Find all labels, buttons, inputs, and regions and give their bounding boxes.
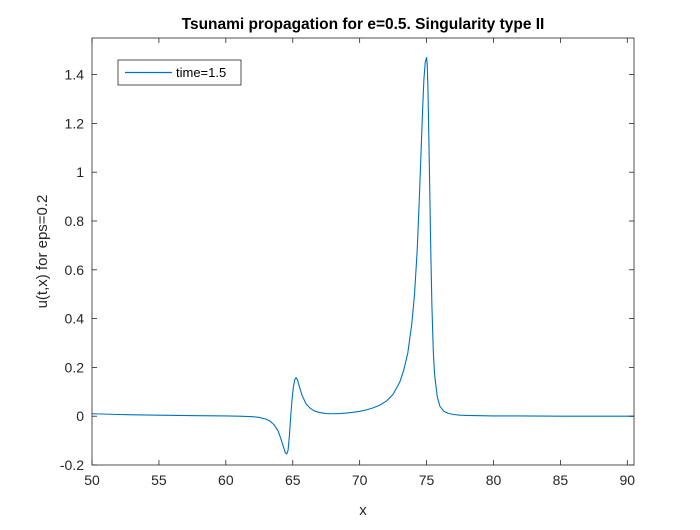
y-axis-label: u(t,x) for eps=0.2 <box>34 195 51 309</box>
y-tick-label: 0.4 <box>65 311 85 327</box>
x-tick-label: 80 <box>486 472 502 488</box>
x-tick-label: 50 <box>84 472 100 488</box>
y-tick-label: 1.4 <box>65 67 85 83</box>
y-tick-label: 1 <box>76 164 84 180</box>
x-tick-label: 65 <box>285 472 301 488</box>
chart-title: Tsunami propagation for e=0.5. Singulari… <box>182 16 545 33</box>
axes-box <box>91 37 635 466</box>
y-axis: -0.2 0 0.2 0.4 0.6 0.8 1 1.2 1.4 <box>60 67 634 473</box>
y-tick-label: 0.8 <box>65 213 85 229</box>
series-line-0 <box>91 56 634 455</box>
y-tick-label: -0.2 <box>60 457 84 473</box>
x-tick-label: 90 <box>620 472 636 488</box>
x-tick-label: 60 <box>218 472 234 488</box>
legend: time=1.5 <box>117 59 242 86</box>
legend-label: time=1.5 <box>176 65 226 80</box>
series-layer <box>91 56 634 455</box>
y-tick-label: 0 <box>76 408 84 424</box>
y-tick-label: 0.6 <box>65 262 85 278</box>
x-axis: 50 55 60 65 70 75 80 85 90 <box>84 38 635 488</box>
x-axis-label: x <box>359 502 367 519</box>
plot-area <box>92 38 634 465</box>
x-tick-label: 85 <box>553 472 569 488</box>
x-tick-label: 75 <box>419 472 435 488</box>
y-tick-label: 0.2 <box>65 359 85 375</box>
x-tick-label: 55 <box>151 472 167 488</box>
x-tick-label: 70 <box>352 472 368 488</box>
y-tick-label: 1.2 <box>65 115 85 131</box>
